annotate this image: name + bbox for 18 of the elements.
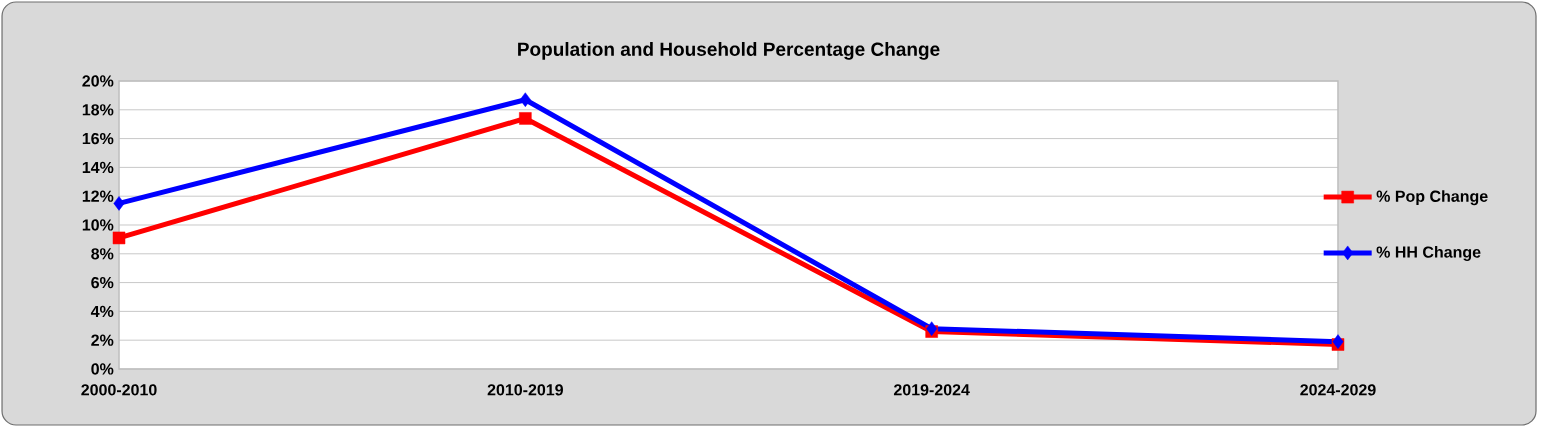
x-tick-label: 2024-2029 [1300, 384, 1376, 396]
x-tick-label: 2010-2019 [487, 384, 563, 396]
y-tick-label: 6% [91, 276, 114, 289]
y-tick-label: 18% [82, 104, 114, 116]
y-tick-label: 4% [90, 305, 114, 318]
y-tick-label: 12% [82, 190, 114, 202]
y-tick-label: 16% [82, 132, 114, 145]
legend-label: % HH Change [1376, 245, 1481, 261]
legend-label: % Pop Change [1376, 190, 1488, 206]
y-tick-label: 10% [82, 219, 114, 231]
y-tick-label: 8% [91, 248, 114, 260]
chart-title: Population and Household Percentage Change [518, 42, 940, 60]
y-tick-label: 20% [82, 75, 114, 87]
y-tick-label: 0% [91, 363, 114, 375]
y-tick-label: 2% [91, 334, 114, 346]
x-tick-label: 2000-2010 [81, 384, 157, 396]
y-tick-label: 14% [82, 161, 114, 174]
x-tick-label: 2019-2024 [893, 384, 970, 396]
